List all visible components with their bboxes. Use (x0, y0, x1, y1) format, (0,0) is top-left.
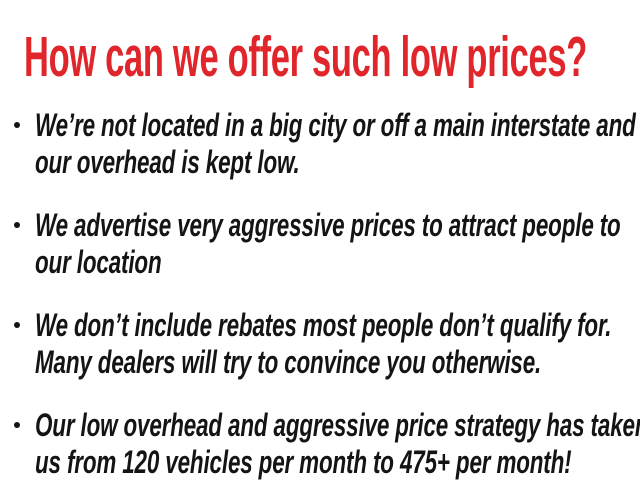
bullet-dot-icon (14, 322, 20, 328)
list-item-text: We advertise very aggressive prices to a… (35, 207, 631, 281)
list-item-line: Our low overhead and aggressive price st… (35, 407, 640, 443)
list-item: We don’t include rebates most people don… (0, 307, 640, 381)
bullet-dot-icon (14, 422, 20, 428)
list-item-line: our overhead is kept low. (35, 144, 300, 180)
bullet-dot-icon (14, 222, 20, 228)
bullet-dot-icon (14, 122, 20, 128)
list-item-line: We’re not located in a big city or off a… (35, 107, 636, 143)
slide-title-row: How can we offer such low prices? (24, 26, 624, 86)
bullet-list: We’re not located in a big city or off a… (0, 107, 640, 481)
list-item-line: We advertise very aggressive prices to a… (35, 207, 621, 243)
page-title: How can we offer such low prices? (24, 25, 587, 89)
list-item-text: We’re not located in a big city or off a… (35, 107, 636, 181)
list-item: Our low overhead and aggressive price st… (0, 407, 640, 481)
list-item: We advertise very aggressive prices to a… (0, 207, 640, 281)
list-item: We’re not located in a big city or off a… (0, 107, 640, 181)
list-item-line: We don’t include rebates most people don… (35, 307, 612, 343)
list-item-text: We don’t include rebates most people don… (35, 307, 631, 381)
list-item-line: our location (35, 244, 162, 280)
list-item-line: Many dealers will try to convince you ot… (35, 344, 542, 380)
list-item-line: us from 120 vehicles per month to 475+ p… (35, 444, 572, 480)
list-item-text: Our low overhead and aggressive price st… (35, 407, 640, 481)
